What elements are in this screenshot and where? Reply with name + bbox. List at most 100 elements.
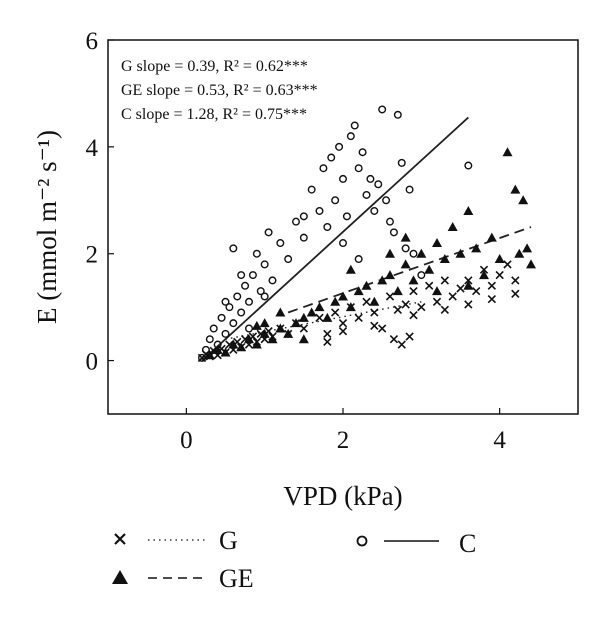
point-c	[354, 255, 363, 264]
legend-item-ge: GE	[112, 564, 254, 593]
point-c	[252, 249, 261, 258]
legend: G GE C	[112, 526, 476, 593]
point-g	[393, 305, 402, 314]
point-ge	[463, 205, 474, 215]
point-c	[237, 308, 246, 317]
point-g	[389, 335, 399, 344]
point-ge	[204, 350, 215, 360]
annotation-c-slope: C slope = 1.28,	[121, 106, 222, 123]
point-c	[323, 222, 332, 231]
point-c	[248, 271, 257, 280]
point-c	[339, 239, 348, 248]
point-ge	[330, 296, 341, 306]
point-c	[201, 345, 210, 354]
point-c	[358, 148, 367, 157]
point-c	[378, 105, 387, 114]
point-g	[362, 297, 371, 306]
point-c	[209, 324, 218, 333]
point-g	[495, 270, 504, 280]
x-tick-label: 4	[493, 427, 506, 454]
point-g	[385, 292, 395, 301]
legend-g-label: G	[219, 526, 238, 555]
point-c	[299, 233, 308, 242]
point-c	[237, 271, 246, 280]
point-ge	[447, 222, 458, 231]
point-c	[389, 228, 398, 237]
annotation-ge: GE slope = 0.53, R² = 0.63***	[121, 82, 318, 99]
legend-item-g: G	[114, 526, 238, 555]
point-c	[197, 353, 206, 362]
point-ge	[471, 243, 482, 253]
point-c	[354, 164, 363, 173]
point-ge	[439, 254, 450, 264]
point-c	[268, 276, 277, 285]
point-ge	[322, 312, 333, 322]
point-c	[335, 142, 344, 151]
point-g	[448, 292, 457, 301]
point-c	[244, 297, 253, 306]
point-ge	[432, 238, 442, 248]
point-c	[225, 303, 234, 312]
point-c	[374, 180, 383, 189]
point-c	[401, 244, 410, 253]
point-g	[370, 321, 379, 331]
point-ge	[267, 334, 278, 344]
point-c	[346, 132, 355, 141]
annotation-g-slope: G slope = 0.39,	[121, 58, 223, 75]
point-ge	[298, 334, 309, 344]
point-c	[307, 185, 316, 194]
point-ge	[283, 328, 294, 338]
point-g	[432, 297, 442, 306]
point-c	[350, 121, 359, 130]
fit-lines	[201, 116, 532, 362]
point-ge	[361, 280, 372, 290]
point-ge	[385, 248, 395, 258]
point-c	[276, 239, 285, 248]
point-ge	[212, 344, 223, 354]
point-c	[260, 260, 269, 269]
point-ge	[291, 318, 301, 328]
point-g	[299, 324, 308, 333]
fit-line-c	[201, 116, 469, 362]
legend-c-circle-icon	[356, 535, 368, 547]
point-g	[401, 300, 410, 309]
point-c	[386, 217, 395, 226]
point-ge	[306, 307, 317, 317]
point-ge	[345, 264, 356, 274]
point-c	[417, 271, 426, 280]
point-g	[464, 300, 473, 309]
point-g	[378, 324, 387, 333]
point-c	[229, 319, 238, 328]
point-c	[221, 297, 230, 306]
point-c	[284, 255, 293, 264]
point-c	[342, 212, 351, 221]
legend-c-label: C	[459, 529, 476, 558]
point-g	[405, 332, 414, 341]
point-c	[315, 206, 324, 215]
point-g	[409, 310, 418, 320]
point-g	[331, 308, 340, 317]
point-ge	[338, 291, 348, 301]
point-c	[339, 174, 348, 183]
point-g	[338, 319, 348, 328]
point-c	[217, 313, 226, 322]
point-ge	[369, 296, 380, 306]
point-ge	[251, 339, 262, 349]
point-c	[292, 217, 301, 226]
point-c	[241, 281, 250, 290]
point-g	[315, 313, 324, 322]
point-ge	[522, 243, 533, 253]
legend-item-c: C	[356, 529, 476, 558]
point-ge	[251, 320, 262, 330]
point-ge	[408, 275, 419, 285]
point-ge	[228, 339, 239, 349]
y-axis-label: E (mmol m⁻² s⁻¹)	[32, 130, 62, 324]
point-c	[397, 158, 406, 167]
x-tick-label: 2	[337, 427, 350, 454]
point-c	[331, 196, 340, 205]
point-ge	[400, 232, 411, 242]
point-ge	[502, 147, 513, 157]
point-g	[440, 276, 449, 285]
point-g	[323, 337, 332, 347]
